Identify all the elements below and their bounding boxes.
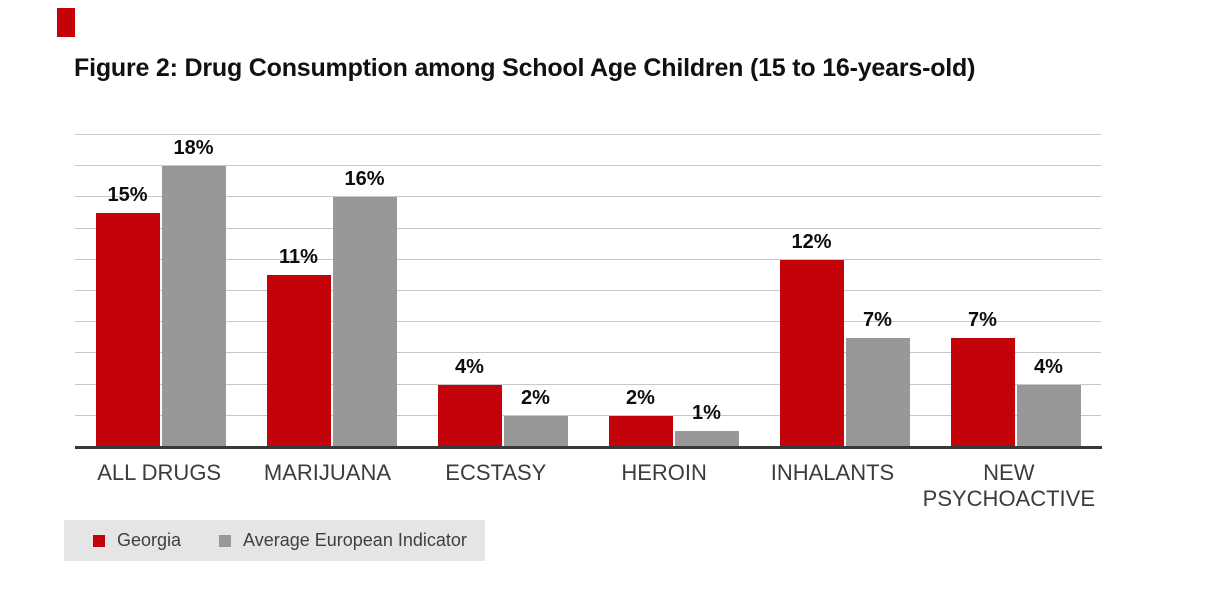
gridline — [75, 352, 1101, 354]
bar-georgia-heroin: 2% — [608, 388, 673, 447]
gridline — [75, 258, 1101, 260]
gridline — [75, 383, 1101, 385]
bar-georgia-ecstasy: 4% — [437, 357, 502, 447]
chart-title: Figure 2: Drug Consumption among School … — [74, 54, 976, 82]
category-label-ecstasy: ECSTASY — [445, 460, 547, 485]
bar-value-label: 7% — [863, 308, 892, 331]
bar-georgia-new-psychoactive: 7% — [950, 310, 1015, 447]
bar-group-inhalants: 12% 7% — [759, 135, 930, 447]
bars-row: 15% 18% 11% 16% 4% 2% 2% 1% 12% 7% 7% 4% — [75, 135, 1101, 447]
category-labels-row: ALL DRUGS MARIJUANA ECSTASY HEROIN INHALANTS… — [75, 460, 1101, 512]
average-european-swatch-icon — [219, 534, 232, 547]
legend-label-georgia: Georgia — [117, 530, 182, 550]
bar-value-label: 4% — [1034, 355, 1063, 378]
bar-average-european-indicator-heroin: 1% — [674, 403, 739, 447]
bar-average-european-indicator-marijuana: 16% — [332, 169, 397, 447]
bar-value-label: 7% — [968, 308, 997, 331]
category-label-all-drugs: ALL DRUGS — [97, 460, 222, 485]
bar-value-label: 2% — [521, 386, 550, 409]
bar-group-new-psychoactive: 7% 4% — [930, 135, 1101, 447]
bar-value-label: 2% — [626, 386, 655, 409]
bar-value-label: 15% — [107, 184, 148, 206]
bar-georgia-marijuana: 11% — [266, 247, 331, 447]
bar-average-european-indicator-ecstasy: 2% — [503, 388, 568, 447]
georgia-swatch-icon — [93, 534, 105, 547]
bar-group-heroin: 2% 1% — [588, 135, 759, 447]
gridline — [75, 134, 1101, 135]
gridline — [75, 227, 1101, 229]
bar-average-european-indicator-inhalants: 7% — [845, 310, 910, 447]
category-label-inhalants: INHALANTS — [770, 460, 895, 485]
bar-value-label: 16% — [344, 168, 385, 191]
bar-georgia-inhalants: 12% — [779, 232, 844, 447]
bar-group-marijuana: 11% 16% — [246, 135, 417, 447]
bar-value-label: 11% — [279, 246, 318, 269]
bar-value-label: 1% — [692, 402, 721, 425]
category-label-marijuana: MARIJUANA — [263, 460, 392, 485]
legend-item-average-european-indicator: Average European Indicator — [219, 530, 467, 551]
legend-label-average-european-indicator: Average European Indicator — [243, 530, 467, 550]
gridline — [75, 321, 1101, 323]
bar-average-european-indicator-new-psychoactive: 4% — [1016, 357, 1081, 447]
gridline — [75, 165, 1101, 167]
x-axis-line — [75, 446, 1102, 449]
plot-area: 15% 18% 11% 16% 4% 2% 2% 1% 12% 7% 7% 4% — [75, 134, 1102, 449]
category-label-heroin: HEROIN — [621, 460, 707, 485]
bar-georgia-all-drugs: 15% — [95, 185, 160, 447]
gridline — [75, 290, 1101, 291]
red-accent-mark — [57, 8, 75, 37]
bar-value-label: 12% — [791, 230, 832, 253]
legend-item-georgia: Georgia — [93, 530, 181, 551]
bar-group-all-drugs: 15% 18% — [75, 135, 246, 447]
gridline — [75, 196, 1101, 198]
gridline — [75, 414, 1101, 416]
bar-group-ecstasy: 4% 2% — [417, 135, 588, 447]
bar-average-european-indicator-all-drugs: 18% — [161, 138, 226, 447]
legend: Georgia Average European Indicator — [64, 520, 485, 561]
bar-value-label: 18% — [173, 137, 214, 160]
category-label-new-psychoactive: NEW PSYCHOACTIVE — [922, 460, 1096, 511]
bar-value-label: 4% — [455, 355, 484, 378]
